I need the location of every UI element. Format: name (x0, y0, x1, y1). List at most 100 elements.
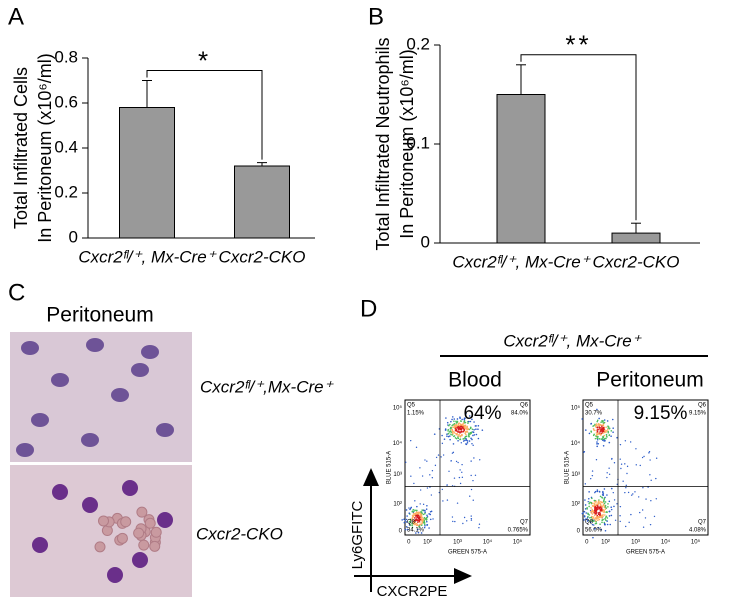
event-dot (458, 424, 460, 427)
event-dot (619, 505, 622, 508)
x-tick-label: 0 (585, 540, 589, 546)
event-dot (469, 431, 472, 434)
event-dot (608, 500, 611, 503)
event-dot (612, 427, 614, 429)
micrograph-image (10, 332, 192, 462)
y-tick-label: 10² (393, 502, 402, 508)
event-dot (590, 512, 593, 514)
event-dot (594, 507, 596, 509)
event-dot (606, 517, 609, 519)
event-dot (596, 430, 599, 433)
quadrant-label: Q8 (585, 520, 594, 526)
significance-label: * (198, 45, 211, 75)
event-dot (459, 482, 462, 485)
event-dot (601, 439, 604, 441)
event-dot (462, 430, 465, 433)
y-tick-label: 10³ (571, 472, 580, 478)
event-dot (604, 523, 606, 526)
event-dot (404, 519, 406, 522)
event-dot (409, 508, 411, 511)
event-dot (462, 424, 464, 427)
event-dot (601, 521, 603, 524)
event-dot (460, 442, 463, 444)
event-dot (596, 420, 599, 423)
event-dot (443, 438, 446, 440)
x-tick-label: Cxcr2ᶠˡ/⁺, Mx-Cre⁺ (452, 252, 591, 271)
event-dot (462, 422, 465, 425)
event-dot (478, 523, 481, 525)
event-dot (607, 503, 609, 505)
event-dot (473, 428, 475, 431)
event-dot (630, 494, 633, 496)
event-dot (642, 526, 645, 528)
event-dot (599, 516, 602, 518)
event-dot (455, 425, 457, 428)
event-dot (416, 505, 418, 508)
event-dot (605, 426, 607, 428)
x-tick-label: 10² (423, 540, 432, 546)
event-dot (648, 451, 651, 453)
quadrant-label: 56.0% (585, 528, 603, 534)
event-dot (431, 477, 434, 479)
event-dot (596, 503, 598, 506)
event-dot (419, 512, 422, 515)
event-dot (597, 513, 600, 516)
event-dot (459, 438, 462, 440)
event-dot (595, 458, 598, 461)
event-dot (452, 432, 454, 435)
event-dot (426, 504, 428, 507)
x-tick-label: Cxcr2ᶠˡ/⁺, Mx-Cre⁺ (78, 247, 217, 266)
event-dot (641, 456, 644, 459)
event-dot (405, 521, 408, 523)
event-dot (447, 435, 450, 438)
event-dot (587, 501, 589, 503)
event-dot (479, 459, 481, 461)
event-dot (591, 474, 594, 477)
event-dot (597, 501, 599, 504)
event-dot (459, 425, 462, 428)
event-dot (425, 519, 428, 521)
event-dot (597, 442, 600, 445)
event-dot (423, 523, 426, 526)
event-dot (477, 428, 479, 431)
y-tick-label: 10⁴ (393, 440, 403, 447)
event-dot (598, 433, 600, 435)
event-dot (595, 432, 598, 434)
event-dot (414, 522, 417, 525)
y-axis-label: In Peritoneum (x10⁶/ml) (397, 49, 417, 238)
event-dot (624, 525, 627, 528)
event-dot (650, 479, 652, 482)
x-tick-label: 10³ (453, 540, 462, 546)
event-dot (592, 516, 594, 518)
event-dot (588, 491, 590, 493)
event-dot (626, 472, 628, 475)
event-dot (477, 437, 480, 440)
event-dot (620, 467, 622, 470)
cell (16, 443, 34, 457)
event-dot (603, 501, 605, 503)
axis-title: GREEN 575-A (626, 550, 665, 556)
event-dot (599, 428, 601, 430)
event-dot (610, 487, 613, 490)
event-dot (589, 521, 592, 524)
event-dot (591, 502, 594, 504)
event-dot (475, 428, 477, 430)
event-dot (462, 522, 464, 525)
event-dot (455, 432, 457, 435)
event-dot (589, 520, 591, 522)
plot-title: Peritoneum (596, 369, 703, 392)
event-dot (463, 429, 466, 431)
event-dot (420, 532, 423, 534)
event-dot (601, 519, 604, 521)
event-dot (635, 448, 637, 450)
event-dot (601, 501, 604, 504)
event-dot (422, 509, 425, 511)
event-dot (604, 514, 606, 516)
event-dot (644, 517, 647, 519)
event-dot (465, 439, 468, 441)
event-dot (431, 469, 434, 472)
event-dot (456, 421, 458, 424)
event-dot (596, 426, 599, 429)
event-dot (426, 487, 429, 489)
event-dot (481, 429, 484, 431)
